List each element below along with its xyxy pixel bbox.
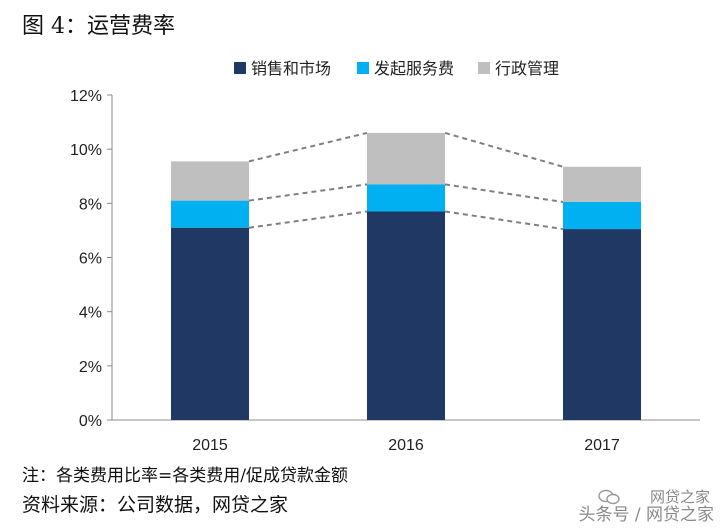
- bar-segment: [367, 211, 445, 420]
- bar-segment: [367, 184, 445, 212]
- connector-line: [248, 210, 368, 229]
- connector-lines: [248, 131, 564, 231]
- bar-segment: [171, 227, 249, 420]
- connector-line: [444, 210, 564, 231]
- bar-segment: [563, 201, 641, 230]
- tick-labels: 0% 2% 4% 6% 8% 10% 12% 2015 2016 2017: [70, 88, 620, 454]
- figure-title: 图 4：运营费率: [22, 14, 175, 39]
- bars: [171, 132, 641, 420]
- bar-segment: [563, 166, 641, 202]
- legend-label: 行政管理: [495, 59, 559, 78]
- legend: 销售和市场 发起服务费 行政管理: [234, 59, 559, 78]
- y-tick-label: 2%: [79, 359, 102, 376]
- connector-line: [248, 183, 368, 202]
- footnote: 注：各类费用比率=各类费用/促成贷款金额: [22, 466, 348, 486]
- watermark: 头条号 / 网贷之家: [578, 505, 714, 525]
- connector-line: [248, 131, 368, 163]
- bar-segment: [171, 200, 249, 228]
- stacked-bar-chart: 销售和市场 发起服务费 行政管理 0% 2% 4% 6% 8% 10% 12% 2015 2016 2…: [70, 59, 700, 454]
- bar-segment: [171, 161, 249, 201]
- watermark-brand: 网贷之家: [649, 488, 710, 506]
- bar-segment: [563, 229, 641, 420]
- legend-label: 发起服务费: [374, 59, 454, 78]
- y-tick-label: 10%: [70, 142, 102, 159]
- y-tick-label: 4%: [79, 305, 102, 322]
- legend-swatch: [234, 62, 246, 74]
- legend-label: 销售和市场: [251, 59, 331, 78]
- x-tick-label: 2015: [192, 437, 228, 454]
- chat-bubble-icon: [598, 489, 620, 505]
- bar-segment: [367, 132, 445, 185]
- connector-line: [444, 131, 564, 168]
- legend-swatch: [357, 62, 369, 74]
- y-tick-label: 0%: [79, 413, 102, 430]
- y-tick-label: 8%: [79, 196, 102, 213]
- connector-line: [444, 183, 564, 203]
- y-tick-label: 12%: [70, 88, 102, 105]
- x-tick-label: 2017: [584, 437, 620, 454]
- y-tick-label: 6%: [79, 251, 102, 268]
- legend-swatch: [478, 62, 490, 74]
- x-tick-label: 2016: [388, 437, 424, 454]
- source-line: 资料来源：公司数据，网贷之家: [22, 494, 289, 516]
